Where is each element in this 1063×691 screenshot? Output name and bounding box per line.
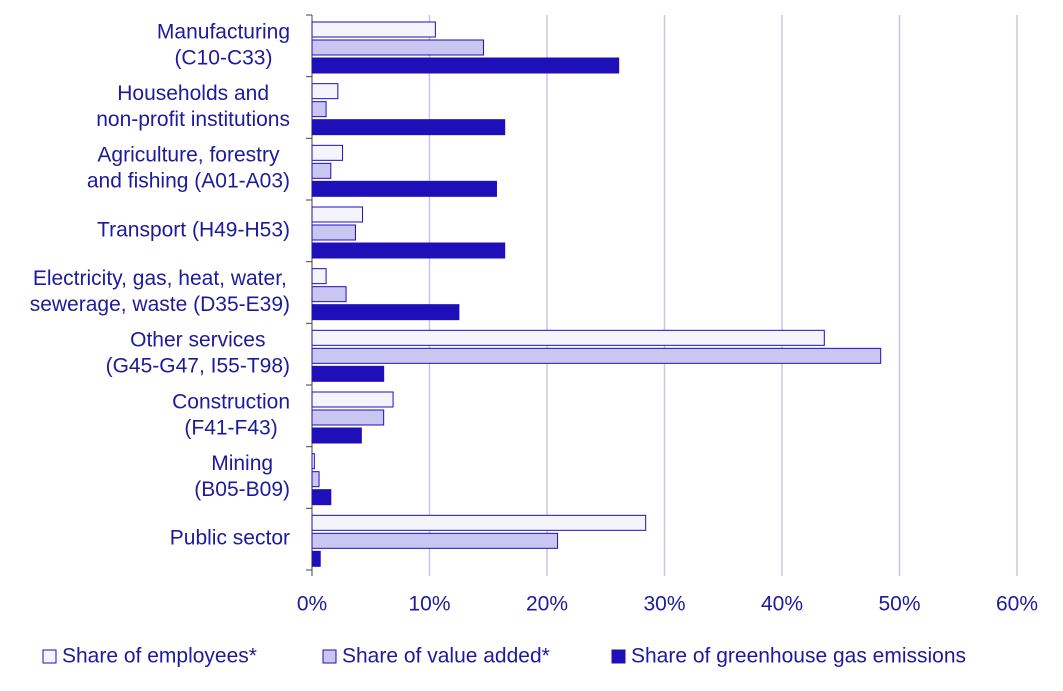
x-tick-label: 60% xyxy=(996,593,1038,616)
y-tick-label: Households and xyxy=(117,82,269,105)
bar xyxy=(311,180,497,197)
y-tick-label: and fishing (A01-A03) xyxy=(87,170,290,193)
bar xyxy=(311,409,385,426)
x-tick-label: 50% xyxy=(878,593,920,616)
legend-swatch xyxy=(611,649,626,664)
bar xyxy=(311,101,327,118)
bar xyxy=(311,489,332,506)
y-tick-label: Manufacturing xyxy=(157,20,290,43)
y-tick-label: sewerage, waste (D35-E39) xyxy=(30,293,290,316)
bar xyxy=(311,304,460,321)
bar xyxy=(311,427,362,444)
y-tick-label: non-profit institutions xyxy=(96,108,290,131)
y-tick-label: (B05-B09) xyxy=(194,478,290,501)
bar xyxy=(311,242,506,259)
legend-label: Share of greenhouse gas emissions xyxy=(631,645,966,668)
bar xyxy=(311,471,320,488)
x-tick-label: 10% xyxy=(408,593,450,616)
bar xyxy=(311,57,620,74)
bar xyxy=(311,514,647,531)
bar xyxy=(311,347,882,364)
bar xyxy=(311,391,394,408)
x-tick-label: 20% xyxy=(526,593,568,616)
bar xyxy=(311,119,506,136)
bar xyxy=(311,286,347,303)
legend-label: Share of employees* xyxy=(62,645,257,668)
bar xyxy=(311,453,315,470)
y-tick-label: (G45-G47, I55-T98) xyxy=(106,355,290,378)
bar xyxy=(311,550,321,567)
x-tick-label: 30% xyxy=(643,593,685,616)
bar xyxy=(311,268,327,285)
y-tick-label: (F41-F43) xyxy=(184,416,277,439)
x-tick-label: 40% xyxy=(761,593,803,616)
y-tick-label: Agriculture, forestry xyxy=(97,144,280,167)
bar xyxy=(311,162,332,179)
bar xyxy=(311,329,825,346)
legend-swatch xyxy=(42,649,57,664)
bar xyxy=(311,365,385,382)
bar xyxy=(311,532,559,549)
bar xyxy=(311,39,485,56)
y-tick-label: Electricity, gas, heat, water, xyxy=(33,267,287,290)
y-tick-label: Mining xyxy=(211,452,273,475)
bar xyxy=(311,224,356,241)
legend-swatch xyxy=(322,649,337,664)
y-tick-label: Other services xyxy=(130,329,265,352)
y-tick-label: (C10-C33) xyxy=(174,46,272,69)
bar xyxy=(311,21,436,38)
x-tick-label: 0% xyxy=(297,593,327,616)
y-tick-label: Transport (H49-H53) xyxy=(97,218,290,241)
bar xyxy=(311,83,339,100)
y-tick-label: Public sector xyxy=(170,527,290,550)
bar xyxy=(311,144,344,161)
legend-label: Share of value added* xyxy=(342,645,550,668)
y-tick-label: Construction xyxy=(172,390,290,413)
bar xyxy=(311,206,364,223)
